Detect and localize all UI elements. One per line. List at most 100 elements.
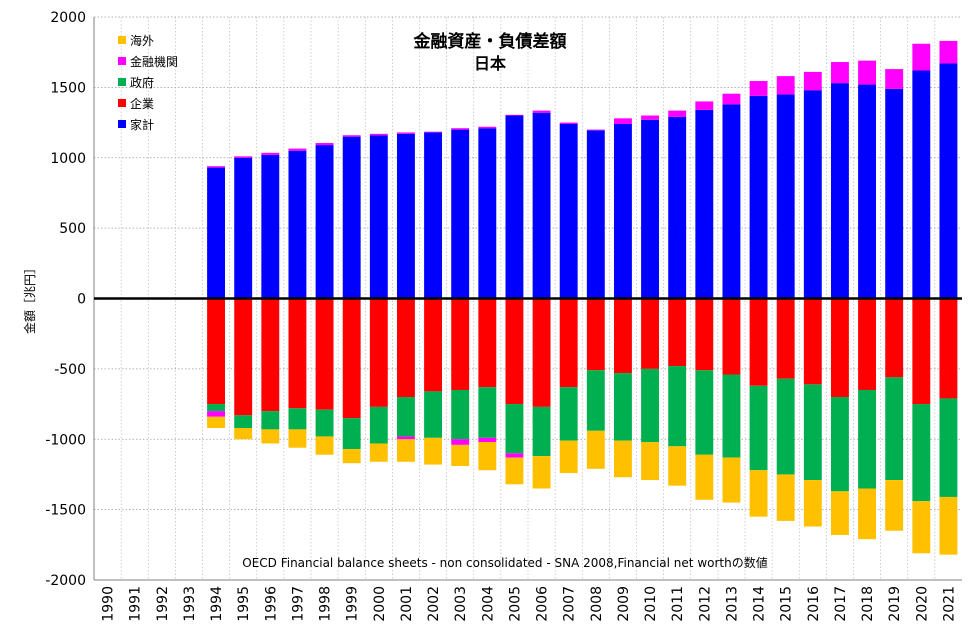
bar-2013-家計: [722, 104, 741, 299]
x-tick-label: 1995: [236, 586, 252, 622]
bar-2016-海外: [803, 480, 822, 527]
bar-1999-政府: [342, 418, 361, 450]
bar-2003-企業: [451, 298, 470, 390]
bar-2018-政府: [858, 389, 877, 489]
bar-2012-家計: [695, 109, 714, 299]
y-tick-label: -1000: [45, 432, 86, 448]
bar-2002-家計: [424, 132, 443, 299]
bar-2002-海外: [424, 437, 443, 465]
axes: [93, 17, 962, 581]
x-tick-label: 2007: [562, 586, 578, 622]
bar-2002-企業: [424, 298, 443, 392]
bar-2002-金融機関: [424, 131, 443, 133]
x-tick-label: 2004: [480, 586, 496, 622]
bar-2015-金融機関: [776, 76, 795, 95]
chart-subtitle: 日本: [474, 54, 506, 73]
legend-swatch: [118, 36, 126, 44]
bar-2005-企業: [505, 298, 524, 405]
legend-label: 企業: [130, 96, 154, 111]
bar-1996-家計: [261, 154, 280, 299]
bar-2006-家計: [532, 112, 551, 299]
bar-2003-政府: [451, 389, 470, 440]
legend-swatch: [118, 99, 126, 107]
bar-2012-政府: [695, 370, 714, 455]
y-tick-label: 1000: [50, 151, 86, 167]
bar-2020-政府: [912, 404, 931, 502]
x-tick-label: 2015: [779, 586, 795, 622]
bar-2018-海外: [858, 488, 877, 540]
bar-1997-政府: [288, 408, 307, 430]
legend-label: 海外: [130, 33, 154, 48]
x-tick-label: 2002: [426, 586, 442, 622]
bar-2004-海外: [478, 442, 497, 471]
bar-2014-金融機関: [749, 81, 768, 96]
bar-2019-家計: [885, 88, 904, 299]
bar-2019-政府: [885, 377, 904, 481]
bar-1996-企業: [261, 298, 280, 412]
bar-1998-海外: [315, 436, 334, 455]
bar-2021-家計: [939, 63, 958, 299]
x-tick-label: 2019: [887, 586, 903, 622]
bars: [207, 40, 958, 555]
bar-2001-政府: [396, 397, 415, 437]
bar-2014-家計: [749, 95, 768, 299]
bar-2004-金融機関: [478, 437, 497, 443]
bar-2006-海外: [532, 456, 551, 489]
bar-2017-金融機関: [830, 62, 849, 84]
bar-2014-企業: [749, 298, 768, 386]
bar-2013-金融機関: [722, 93, 741, 105]
bar-2004-企業: [478, 298, 497, 388]
bar-2019-金融機関: [885, 69, 904, 89]
bar-2011-海外: [668, 446, 687, 486]
x-tick-label: 2003: [453, 586, 469, 622]
x-tick-label: 1993: [182, 586, 198, 622]
x-tick-label: 2006: [535, 586, 551, 622]
bar-2017-海外: [830, 491, 849, 535]
y-tick-label: -2000: [45, 573, 86, 589]
bar-1995-金融機関: [234, 156, 253, 158]
bar-2015-企業: [776, 298, 795, 379]
x-tick-label: 2012: [697, 586, 713, 622]
x-tick-label: 2014: [752, 586, 768, 622]
bar-2012-海外: [695, 454, 714, 500]
x-tick-label: 2016: [806, 586, 822, 622]
bar-1997-金融機関: [288, 148, 307, 151]
bar-2019-企業: [885, 298, 904, 378]
y-tick-label: 500: [59, 221, 86, 237]
bar-2020-家計: [912, 70, 931, 299]
bar-1999-家計: [342, 136, 361, 299]
y-tick-labels: 2000 1500 1000 500 0 -500 -1000 -1500 -2000: [45, 10, 86, 589]
bar-2021-政府: [939, 398, 958, 497]
y-tick-label: -1500: [45, 503, 86, 519]
bar-1997-企業: [288, 298, 307, 409]
bar-2015-海外: [776, 474, 795, 521]
bar-2008-家計: [586, 130, 605, 299]
x-tick-label: 2017: [833, 586, 849, 622]
bar-2010-政府: [641, 368, 660, 443]
bar-2004-政府: [478, 387, 497, 438]
bar-2004-金融機関: [478, 126, 497, 129]
bar-2011-政府: [668, 366, 687, 447]
bar-2016-家計: [803, 90, 822, 299]
bar-2019-海外: [885, 480, 904, 531]
x-tick-label: 1999: [345, 586, 361, 622]
bar-2009-金融機関: [613, 118, 632, 124]
bar-2007-金融機関: [559, 122, 578, 124]
bar-2020-海外: [912, 501, 931, 554]
bar-2015-家計: [776, 94, 795, 299]
y-tick-label: 0: [77, 292, 86, 308]
x-tick-label: 1992: [155, 586, 171, 622]
bar-2005-政府: [505, 404, 524, 454]
y-tick-label: 1500: [50, 80, 86, 96]
bar-2003-家計: [451, 129, 470, 299]
x-tick-label: 2011: [670, 586, 686, 622]
bar-2014-海外: [749, 470, 768, 517]
bar-2009-政府: [613, 373, 632, 441]
bar-1994-海外: [207, 416, 226, 428]
legend-swatch: [118, 57, 126, 65]
legend-swatch: [118, 120, 126, 128]
bar-1998-政府: [315, 409, 334, 437]
bar-1997-家計: [288, 150, 307, 299]
bar-1996-政府: [261, 411, 280, 430]
